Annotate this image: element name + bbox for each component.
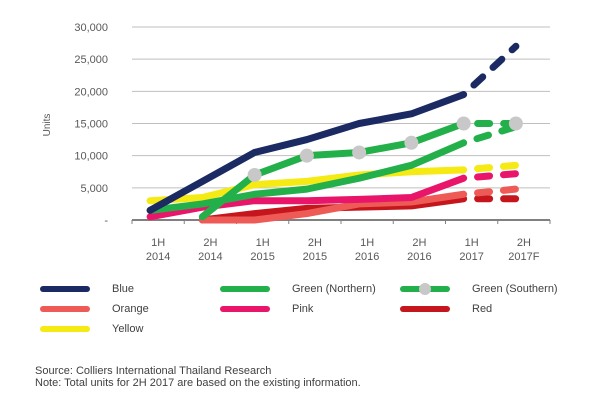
legend-swatch-red [400, 306, 450, 312]
y-tick-label: 10,000 [74, 151, 108, 163]
legend: Blue Green (Northern) Green (Southern) O… [40, 283, 600, 343]
y-tick-label: 30,000 [74, 22, 108, 34]
x-tick-label: 2015 [303, 251, 327, 263]
x-tick-label: 1H [360, 237, 374, 249]
y-axis: - 5,000 10,000 15,000 20,000 25,000 30,000 [74, 22, 108, 227]
data-point-green-southern [404, 135, 419, 150]
legend-label-orange: Orange [112, 303, 149, 315]
x-tick-label: 1H [465, 237, 479, 249]
x-tick-label: 2015 [250, 251, 274, 263]
data-point-green-southern [247, 167, 262, 182]
x-tick-label: 2H [412, 237, 426, 249]
y-axis-title: Units [42, 114, 53, 137]
x-tick-label: 2017 [459, 251, 483, 263]
x-tick-label: 2016 [355, 251, 379, 263]
y-tick-label: 25,000 [74, 54, 108, 66]
x-tick-label: 2H [517, 237, 531, 249]
legend-item-orange: Orange [40, 303, 149, 315]
legend-swatch-green-northern [220, 286, 270, 292]
y-tick-label: 20,000 [74, 86, 108, 98]
series-line-yellow [146, 166, 468, 205]
footer-notes: Source: Colliers International Thailand … [35, 365, 361, 389]
series-yellow [146, 161, 520, 205]
legend-item-yellow: Yellow [40, 323, 143, 335]
series-line-blue [146, 91, 468, 214]
legend-swatch-yellow [40, 326, 90, 332]
forecast-line-orange [460, 185, 520, 198]
series-lines [146, 42, 523, 224]
forecast-line-yellow [460, 161, 520, 174]
data-point-green-southern [508, 116, 523, 131]
legend-swatch-orange [40, 306, 90, 312]
forecast-line-green-northern [460, 123, 520, 147]
legend-swatch-pink [220, 306, 270, 312]
forecast-line-pink [460, 170, 520, 182]
series-blue [146, 42, 520, 214]
legend-item-green-northern: Green (Northern) [220, 283, 376, 295]
source-text: Source: Colliers International Thailand … [35, 365, 272, 377]
series-green-northern [146, 123, 520, 214]
data-point-green-southern [456, 116, 471, 131]
y-tick-label: 5,000 [80, 183, 108, 195]
series-orange [198, 185, 520, 224]
x-tick-label: 2016 [407, 251, 431, 263]
x-tick-label: 2014 [146, 251, 170, 263]
legend-swatch-green-southern [400, 283, 450, 295]
series-line-green-southern [198, 120, 468, 221]
legend-item-blue: Blue [40, 283, 134, 295]
note-text: Note: Total units for 2H 2017 are based … [35, 377, 361, 389]
legend-label-green-northern: Green (Northern) [292, 283, 376, 295]
x-tick-label: 2017F [508, 251, 539, 263]
legend-label-pink: Pink [292, 303, 314, 315]
legend-item-red: Red [400, 303, 492, 315]
x-tick-label: 2H [203, 237, 217, 249]
data-point-green-southern [352, 145, 367, 160]
x-tick-label: 1H [256, 237, 270, 249]
legend-label-blue: Blue [112, 283, 135, 295]
legend-swatch-blue [40, 286, 90, 292]
series-green-southern [198, 116, 523, 221]
x-tick-label: 1H [151, 237, 165, 249]
legend-item-green-southern: Green (Southern) [400, 283, 558, 295]
marker-dot-icon [419, 283, 431, 295]
legend-item-pink: Pink [220, 303, 313, 315]
x-axis: 1H 2014 2H 2014 1H 2015 2H 2015 1H 2016 2H 2016 1H 20… [131, 219, 551, 263]
legend-label-red: Red [472, 303, 493, 315]
series-line-green-northern [146, 139, 468, 214]
legend-label-green-southern: Green (Southern) [472, 283, 558, 295]
legend-label-yellow: Yellow [112, 323, 144, 335]
data-point-green-southern [299, 148, 314, 163]
y-tick-label: 15,000 [74, 119, 108, 131]
x-tick-label: 2014 [198, 251, 222, 263]
x-tick-label: 2H [308, 237, 322, 249]
forecast-line-blue [460, 42, 520, 99]
y-tick-label: - [104, 215, 108, 227]
line-chart: - 5,000 10,000 15,000 20,000 25,000 30,000 1H 2… [42, 22, 551, 263]
series-line-orange [198, 190, 468, 224]
gridlines [132, 26, 550, 189]
